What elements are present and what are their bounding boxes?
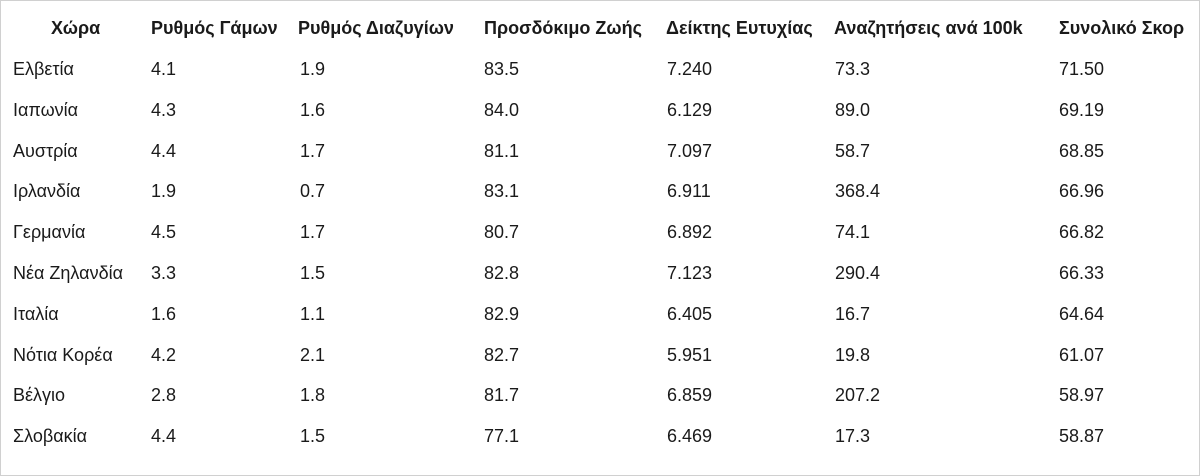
country-cell: Ιρλανδία — [13, 181, 81, 202]
value-cell: 4.4 — [151, 426, 177, 447]
value-cell: 83.1 — [484, 181, 520, 202]
value-cell: 4.4 — [151, 140, 177, 161]
value-cell: 58.97 — [1059, 385, 1105, 406]
value-cell: 58.7 — [835, 140, 871, 161]
value-cell: 66.82 — [1059, 222, 1105, 243]
country-cell: Ελβετία — [13, 59, 74, 79]
value-cell: 1.8 — [300, 385, 326, 406]
value-cell: 82.9 — [484, 303, 520, 324]
value-cell: 6.129 — [667, 99, 713, 120]
value-cell: 82.7 — [484, 344, 520, 365]
value-cell: 2.8 — [151, 385, 177, 406]
value-cell: 4.3 — [151, 99, 177, 120]
value-cell: 66.96 — [1059, 181, 1105, 202]
value-cell: 61.07 — [1059, 344, 1105, 365]
value-cell: 81.7 — [484, 385, 520, 406]
value-cell: 66.33 — [1059, 263, 1105, 283]
value-cell: 1.1 — [300, 303, 326, 324]
value-cell: 207.2 — [835, 385, 881, 406]
value-cell: 80.7 — [484, 222, 520, 243]
value-cell: 7.240 — [667, 59, 713, 79]
value-cell: 1.5 — [300, 426, 326, 447]
value-cell: 0.7 — [300, 181, 326, 202]
value-cell: 1.9 — [300, 59, 326, 79]
value-cell: 74.1 — [835, 222, 871, 243]
header-cell: Αναζητήσεις ανά 100k — [834, 18, 1023, 38]
value-cell: 16.7 — [835, 303, 871, 324]
country-cell: Αυστρία — [13, 140, 78, 161]
value-cell: 3.3 — [151, 263, 177, 283]
value-cell: 6.469 — [667, 426, 713, 447]
header-cell: Χώρα — [51, 18, 101, 38]
value-cell: 7.123 — [667, 263, 713, 283]
header-cell: Προσδόκιμο Ζωής — [484, 18, 642, 38]
header-cell: Ρυθμός Γάμων — [151, 18, 278, 38]
value-cell: 1.6 — [151, 303, 177, 324]
value-cell: 17.3 — [835, 426, 871, 447]
country-cell: Ιταλία — [13, 303, 59, 324]
country-cell: Βέλγιο — [13, 385, 66, 406]
value-cell: 64.64 — [1059, 303, 1105, 324]
country-cell: Σλοβακία — [13, 426, 88, 447]
value-cell: 1.9 — [151, 181, 177, 202]
value-cell: 81.1 — [484, 140, 520, 161]
value-cell: 82.8 — [484, 263, 520, 283]
value-cell: 290.4 — [835, 263, 881, 283]
value-cell: 1.6 — [300, 99, 326, 120]
value-cell: 2.1 — [300, 344, 326, 365]
value-cell: 6.859 — [667, 385, 713, 406]
value-cell: 5.951 — [667, 344, 713, 365]
country-cell: Νέα Ζηλανδία — [13, 263, 123, 283]
header-cell: Δείκτης Ευτυχίας — [666, 18, 813, 38]
value-cell: 77.1 — [484, 426, 520, 447]
header-cell: Συνολικό Σκορ — [1059, 18, 1185, 38]
header-cell: Ρυθμός Διαζυγίων — [298, 18, 454, 38]
value-cell: 68.85 — [1059, 140, 1105, 161]
value-cell: 368.4 — [835, 181, 881, 202]
value-cell: 71.50 — [1059, 59, 1105, 79]
country-cell: Γερμανία — [13, 222, 86, 243]
value-cell: 4.1 — [151, 59, 177, 79]
value-cell: 7.097 — [667, 140, 713, 161]
value-cell: 4.5 — [151, 222, 177, 243]
value-cell: 83.5 — [484, 59, 520, 79]
value-cell: 6.892 — [667, 222, 713, 243]
country-cell: Νότια Κορέα — [13, 344, 113, 365]
country-cell: Ιαπωνία — [13, 99, 79, 120]
value-cell: 1.5 — [300, 263, 326, 283]
value-cell: 6.405 — [667, 303, 713, 324]
value-cell: 6.911 — [667, 181, 711, 202]
value-cell: 73.3 — [835, 59, 871, 79]
value-cell: 58.87 — [1059, 426, 1105, 447]
value-cell: 84.0 — [484, 99, 520, 120]
value-cell: 1.7 — [300, 140, 326, 161]
value-cell: 69.19 — [1059, 99, 1105, 120]
value-cell: 4.2 — [151, 344, 177, 365]
value-cell: 19.8 — [835, 344, 871, 365]
value-cell: 89.0 — [835, 99, 871, 120]
value-cell: 1.7 — [300, 222, 326, 243]
